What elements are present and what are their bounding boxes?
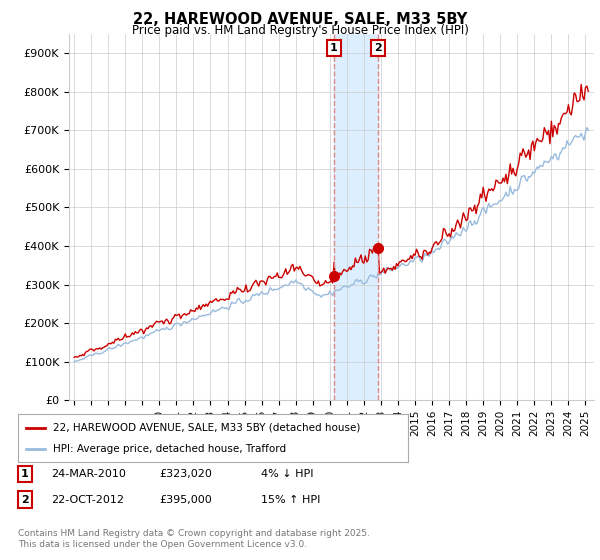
Text: Price paid vs. HM Land Registry's House Price Index (HPI): Price paid vs. HM Land Registry's House …	[131, 24, 469, 36]
Text: £395,000: £395,000	[159, 494, 212, 505]
Text: 1: 1	[21, 469, 29, 479]
Text: 22, HAREWOOD AVENUE, SALE, M33 5BY: 22, HAREWOOD AVENUE, SALE, M33 5BY	[133, 12, 467, 27]
Text: 15% ↑ HPI: 15% ↑ HPI	[261, 494, 320, 505]
Text: 24-MAR-2010: 24-MAR-2010	[51, 469, 126, 479]
Text: 2: 2	[374, 43, 382, 53]
Text: 2: 2	[21, 494, 29, 505]
Text: 22, HAREWOOD AVENUE, SALE, M33 5BY (detached house): 22, HAREWOOD AVENUE, SALE, M33 5BY (deta…	[53, 423, 361, 433]
Bar	[334, 34, 377, 400]
Text: £323,020: £323,020	[159, 469, 212, 479]
Text: 4% ↓ HPI: 4% ↓ HPI	[261, 469, 314, 479]
Text: 1: 1	[329, 43, 337, 53]
Text: Contains HM Land Registry data © Crown copyright and database right 2025.
This d: Contains HM Land Registry data © Crown c…	[18, 529, 370, 549]
Text: 22-OCT-2012: 22-OCT-2012	[51, 494, 124, 505]
Text: HPI: Average price, detached house, Trafford: HPI: Average price, detached house, Traf…	[53, 444, 286, 454]
